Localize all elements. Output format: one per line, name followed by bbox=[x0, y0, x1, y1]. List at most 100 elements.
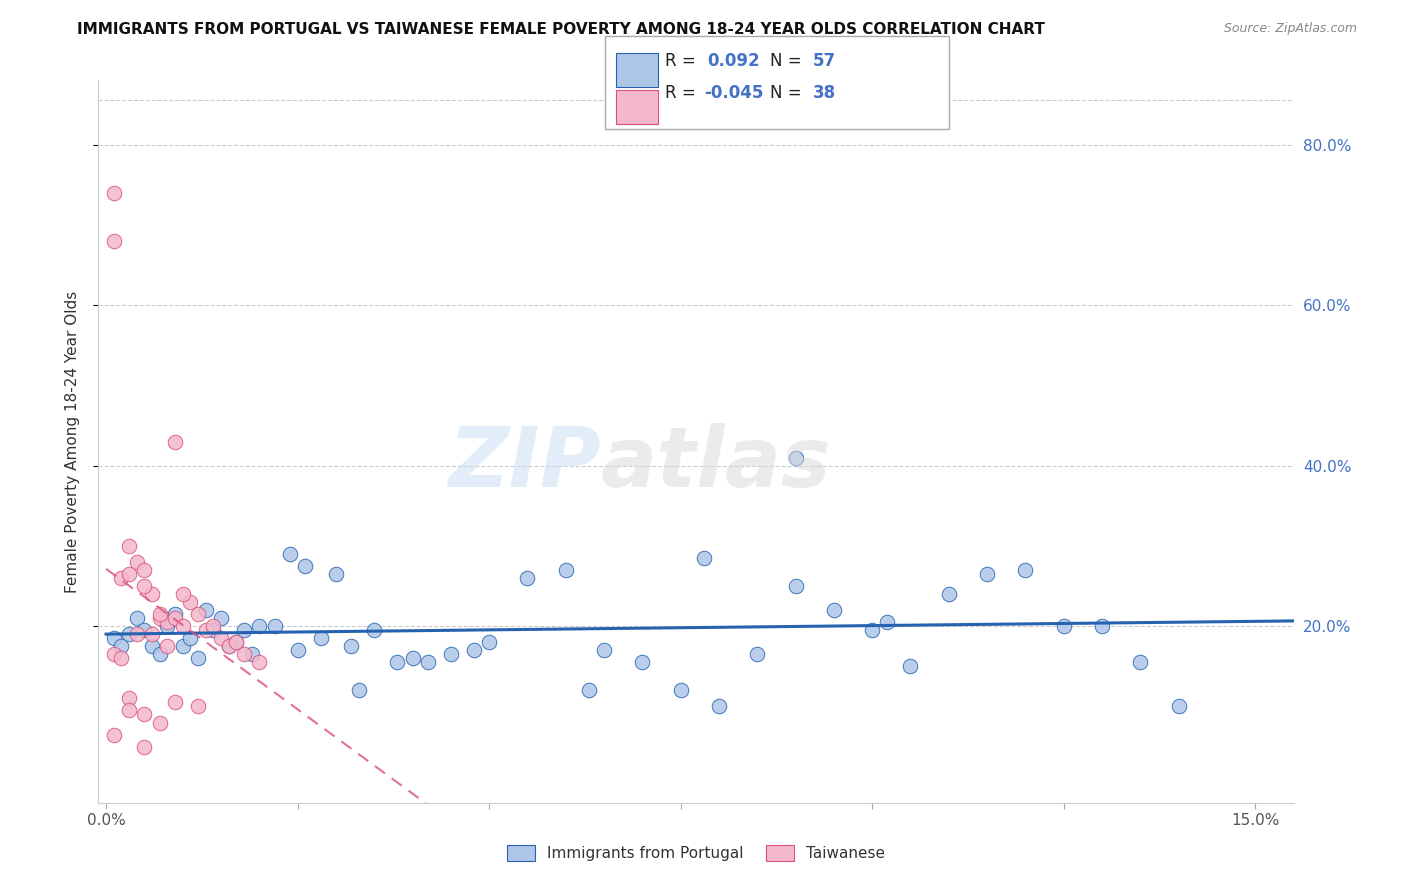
Point bbox=[134, 707, 156, 722]
Text: R =: R = bbox=[665, 84, 702, 102]
Point bbox=[247, 655, 270, 669]
Point bbox=[118, 627, 141, 641]
Text: N =: N = bbox=[770, 52, 807, 70]
Point bbox=[233, 623, 256, 637]
Legend: Immigrants from Portugal, Taiwanese: Immigrants from Portugal, Taiwanese bbox=[501, 839, 891, 867]
Point bbox=[785, 450, 807, 465]
Point bbox=[747, 648, 769, 662]
Point bbox=[125, 627, 148, 641]
Point bbox=[440, 648, 463, 662]
Point bbox=[202, 623, 225, 637]
Point bbox=[156, 619, 179, 633]
Point bbox=[163, 611, 186, 625]
Point bbox=[692, 551, 714, 566]
Point bbox=[1014, 563, 1036, 577]
Point bbox=[163, 696, 186, 710]
Point bbox=[103, 234, 125, 248]
Point bbox=[179, 595, 201, 609]
Point bbox=[225, 635, 247, 649]
Point bbox=[1053, 619, 1076, 633]
Text: -0.045: -0.045 bbox=[704, 84, 763, 102]
Point bbox=[179, 632, 201, 646]
Point bbox=[149, 607, 172, 621]
Point bbox=[103, 728, 125, 742]
Point bbox=[1129, 655, 1152, 669]
Point bbox=[134, 579, 156, 593]
Point bbox=[578, 683, 600, 698]
Point bbox=[118, 691, 141, 706]
Point bbox=[938, 587, 960, 601]
Point bbox=[631, 655, 654, 669]
Point bbox=[263, 619, 285, 633]
Point bbox=[401, 651, 423, 665]
Text: atlas: atlas bbox=[600, 423, 831, 504]
Point bbox=[516, 571, 538, 585]
Point bbox=[103, 648, 125, 662]
Point bbox=[172, 619, 194, 633]
Point bbox=[325, 567, 347, 582]
Point bbox=[172, 587, 194, 601]
Point bbox=[194, 603, 217, 617]
Point bbox=[134, 623, 156, 637]
Point bbox=[134, 739, 156, 754]
Point bbox=[823, 603, 845, 617]
Point bbox=[110, 651, 132, 665]
Point bbox=[209, 632, 232, 646]
Point bbox=[163, 607, 186, 621]
Point bbox=[309, 632, 332, 646]
Point bbox=[340, 639, 363, 653]
Point bbox=[240, 648, 263, 662]
Text: N =: N = bbox=[770, 84, 807, 102]
Point bbox=[233, 648, 256, 662]
Point bbox=[209, 611, 232, 625]
Point bbox=[187, 699, 209, 714]
Point bbox=[149, 648, 172, 662]
Point bbox=[478, 635, 501, 649]
Text: IMMIGRANTS FROM PORTUGAL VS TAIWANESE FEMALE POVERTY AMONG 18-24 YEAR OLDS CORRE: IMMIGRANTS FROM PORTUGAL VS TAIWANESE FE… bbox=[77, 22, 1045, 37]
Point bbox=[103, 632, 125, 646]
Point bbox=[118, 703, 141, 717]
Point bbox=[900, 659, 922, 673]
Point bbox=[125, 555, 148, 569]
Text: Source: ZipAtlas.com: Source: ZipAtlas.com bbox=[1223, 22, 1357, 36]
Text: ZIP: ZIP bbox=[447, 423, 600, 504]
Point bbox=[141, 639, 163, 653]
Point bbox=[163, 434, 186, 449]
Point bbox=[125, 611, 148, 625]
Point bbox=[785, 579, 807, 593]
Point bbox=[876, 615, 898, 630]
Text: 57: 57 bbox=[813, 52, 835, 70]
Point bbox=[187, 651, 209, 665]
Point bbox=[294, 558, 316, 573]
Point bbox=[141, 587, 163, 601]
Point bbox=[156, 615, 179, 630]
Point bbox=[194, 623, 217, 637]
Point bbox=[593, 643, 616, 657]
Point bbox=[707, 699, 730, 714]
Point bbox=[554, 563, 576, 577]
Text: R =: R = bbox=[665, 52, 702, 70]
Point bbox=[225, 635, 247, 649]
Point bbox=[110, 571, 132, 585]
Point bbox=[463, 643, 485, 657]
Point bbox=[416, 655, 439, 669]
Point bbox=[202, 619, 225, 633]
Point bbox=[156, 639, 179, 653]
Point bbox=[669, 683, 692, 698]
Point bbox=[187, 607, 209, 621]
Point bbox=[1091, 619, 1114, 633]
Point bbox=[134, 563, 156, 577]
Point bbox=[363, 623, 385, 637]
Point bbox=[110, 639, 132, 653]
Point bbox=[218, 639, 240, 653]
Point bbox=[149, 611, 172, 625]
Point bbox=[247, 619, 270, 633]
Point bbox=[287, 643, 309, 657]
Point bbox=[103, 186, 125, 200]
Point bbox=[141, 627, 163, 641]
Text: 38: 38 bbox=[813, 84, 835, 102]
Point bbox=[149, 715, 172, 730]
Y-axis label: Female Poverty Among 18-24 Year Olds: Female Poverty Among 18-24 Year Olds bbox=[65, 291, 80, 592]
Point bbox=[976, 567, 998, 582]
Point bbox=[118, 539, 141, 553]
